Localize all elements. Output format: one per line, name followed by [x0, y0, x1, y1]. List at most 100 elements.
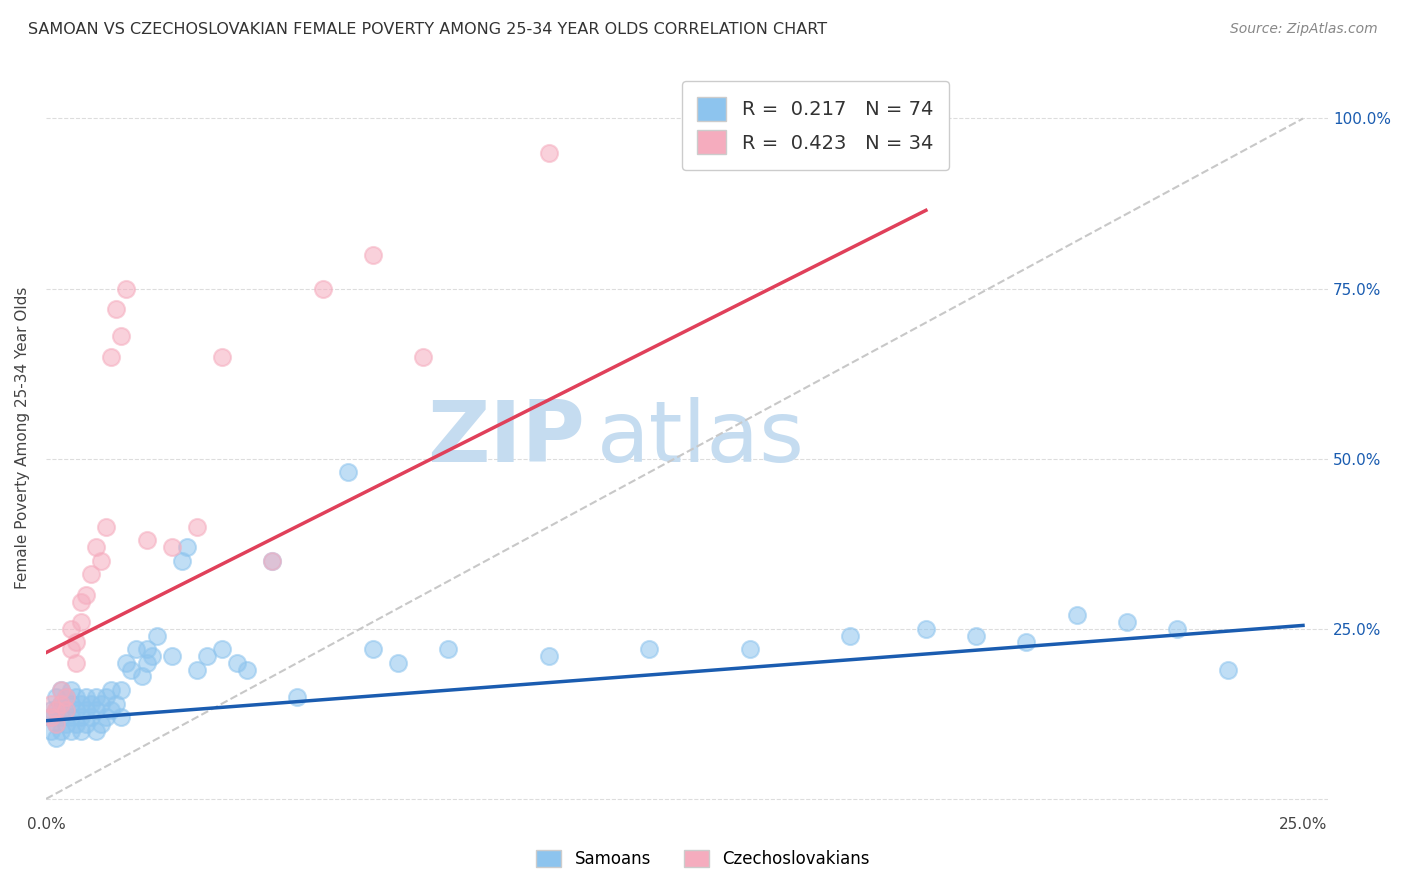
Point — [135, 642, 157, 657]
Point — [60, 683, 83, 698]
Point — [45, 731, 67, 745]
Point — [195, 648, 218, 663]
Point — [84, 703, 107, 717]
Point — [75, 717, 97, 731]
Text: SAMOAN VS CZECHOSLOVAKIAN FEMALE POVERTY AMONG 25-34 YEAR OLDS CORRELATION CHART: SAMOAN VS CZECHOSLOVAKIAN FEMALE POVERTY… — [28, 22, 827, 37]
Point — [96, 520, 118, 534]
Point — [336, 466, 359, 480]
Point — [100, 683, 122, 698]
Point — [387, 656, 409, 670]
Point — [65, 656, 87, 670]
Point — [211, 350, 233, 364]
Point — [115, 656, 138, 670]
Point — [638, 642, 661, 657]
Point — [49, 683, 72, 698]
Point — [80, 697, 103, 711]
Point — [75, 588, 97, 602]
Point — [60, 710, 83, 724]
Point — [537, 648, 560, 663]
Point — [160, 648, 183, 663]
Point — [80, 710, 103, 724]
Point — [90, 697, 112, 711]
Point — [160, 540, 183, 554]
Point — [120, 663, 142, 677]
Point — [1015, 635, 1038, 649]
Point — [75, 690, 97, 704]
Point — [70, 723, 93, 738]
Point — [49, 710, 72, 724]
Point — [70, 697, 93, 711]
Point — [361, 642, 384, 657]
Point — [84, 723, 107, 738]
Point — [70, 710, 93, 724]
Point — [311, 282, 333, 296]
Point — [39, 697, 62, 711]
Point — [915, 622, 938, 636]
Point — [55, 717, 77, 731]
Point — [110, 683, 132, 698]
Point — [49, 723, 72, 738]
Point — [96, 690, 118, 704]
Point — [135, 533, 157, 548]
Point — [176, 540, 198, 554]
Point — [131, 669, 153, 683]
Point — [39, 723, 62, 738]
Point — [65, 690, 87, 704]
Point — [211, 642, 233, 657]
Point — [287, 690, 309, 704]
Point — [115, 282, 138, 296]
Point — [45, 703, 67, 717]
Point — [145, 629, 167, 643]
Point — [45, 717, 67, 731]
Point — [1066, 608, 1088, 623]
Point — [100, 350, 122, 364]
Point — [437, 642, 460, 657]
Point — [226, 656, 249, 670]
Point — [141, 648, 163, 663]
Point — [65, 635, 87, 649]
Point — [537, 145, 560, 160]
Point — [105, 697, 128, 711]
Point — [361, 247, 384, 261]
Point — [1166, 622, 1188, 636]
Point — [45, 690, 67, 704]
Point — [689, 132, 711, 146]
Point — [125, 642, 148, 657]
Point — [84, 540, 107, 554]
Point — [170, 554, 193, 568]
Point — [65, 703, 87, 717]
Point — [39, 703, 62, 717]
Point — [65, 717, 87, 731]
Text: atlas: atlas — [598, 397, 806, 480]
Point — [1216, 663, 1239, 677]
Text: ZIP: ZIP — [427, 397, 585, 480]
Point — [186, 663, 208, 677]
Point — [1116, 615, 1139, 629]
Point — [262, 554, 284, 568]
Point — [55, 690, 77, 704]
Point — [412, 350, 434, 364]
Point — [100, 703, 122, 717]
Legend: Samoans, Czechoslovakians: Samoans, Czechoslovakians — [530, 843, 876, 875]
Point — [110, 710, 132, 724]
Point — [80, 567, 103, 582]
Point — [105, 301, 128, 316]
Point — [236, 663, 259, 677]
Point — [49, 697, 72, 711]
Point — [70, 594, 93, 608]
Point — [45, 703, 67, 717]
Point — [135, 656, 157, 670]
Legend: R =  0.217   N = 74, R =  0.423   N = 34: R = 0.217 N = 74, R = 0.423 N = 34 — [682, 81, 949, 169]
Point — [49, 697, 72, 711]
Point — [49, 683, 72, 698]
Point — [60, 622, 83, 636]
Text: Source: ZipAtlas.com: Source: ZipAtlas.com — [1230, 22, 1378, 37]
Point — [39, 710, 62, 724]
Point — [965, 629, 987, 643]
Point — [60, 697, 83, 711]
Point — [75, 703, 97, 717]
Point — [55, 703, 77, 717]
Point — [96, 710, 118, 724]
Point — [186, 520, 208, 534]
Point — [839, 138, 862, 153]
